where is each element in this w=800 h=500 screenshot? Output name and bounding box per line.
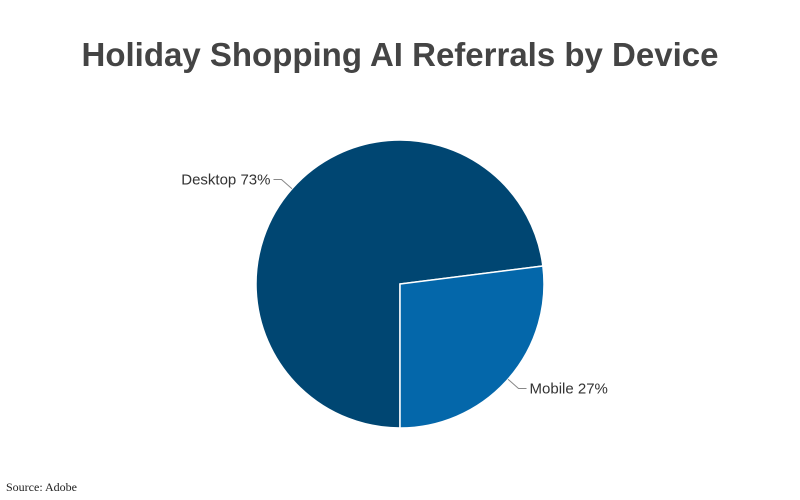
leader-line-mobile: [507, 378, 527, 389]
slice-label-desktop: Desktop 73%: [181, 172, 270, 189]
chart-title: Holiday Shopping AI Referrals by Device: [81, 36, 719, 73]
slice-labels: Desktop 73% Mobile 27%: [181, 172, 608, 398]
leader-lines: [273, 179, 527, 389]
slice-label-mobile: Mobile 27%: [530, 380, 608, 397]
source-note: Source: Adobe: [6, 480, 77, 494]
pie-slice-mobile: [399, 265, 545, 429]
leader-line-desktop: [273, 179, 293, 190]
pie-slices: [255, 139, 545, 429]
